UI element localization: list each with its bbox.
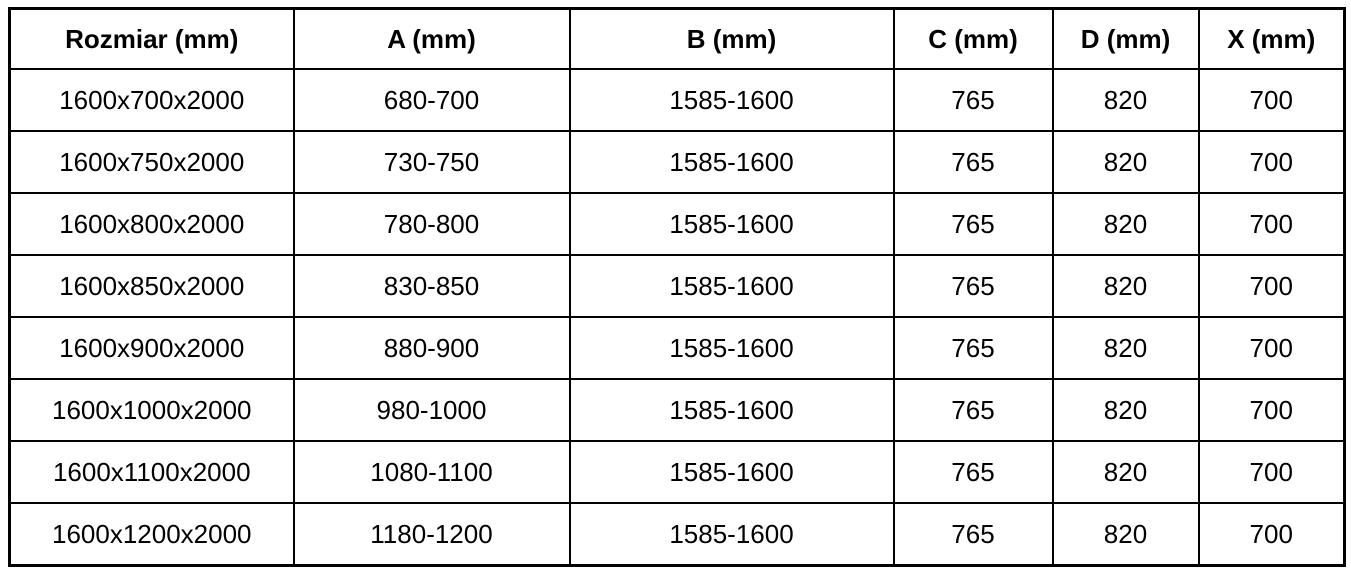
table-cell: 820 bbox=[1051, 316, 1200, 380]
table-row: 1600x1200x2000 1180-1200 1585-1600 765 820 70… bbox=[8, 502, 1346, 567]
table-cell: 765 bbox=[892, 68, 1054, 132]
table-cell: 820 bbox=[1051, 192, 1200, 256]
table-row: 1600x700x2000 680-700 1585-1600 765 820 700 bbox=[8, 68, 1346, 132]
table-cell: 1600x1000x2000 bbox=[8, 378, 295, 442]
table-cell: 765 bbox=[892, 316, 1054, 380]
table-cell: 880-900 bbox=[292, 316, 571, 380]
table-cell: 1585-1600 bbox=[568, 130, 895, 194]
table-cell: 765 bbox=[892, 130, 1054, 194]
table-cell: 700 bbox=[1197, 192, 1346, 256]
table-row: 1600x800x2000 780-800 1585-1600 765 820 700 bbox=[8, 192, 1346, 256]
table-cell: 820 bbox=[1051, 130, 1200, 194]
table-cell: 700 bbox=[1197, 440, 1346, 504]
table-cell: 1180-1200 bbox=[292, 502, 571, 567]
table-cell: 1585-1600 bbox=[568, 502, 895, 567]
table-cell: 700 bbox=[1197, 316, 1346, 380]
table-cell: 1585-1600 bbox=[568, 316, 895, 380]
table-cell: 765 bbox=[892, 254, 1054, 318]
column-header-b: B (mm) bbox=[568, 7, 895, 70]
table-row: 1600x1000x2000 980-1000 1585-1600 765 820 700 bbox=[8, 378, 1346, 442]
table-cell: 1600x750x2000 bbox=[8, 130, 295, 194]
table-cell: 700 bbox=[1197, 130, 1346, 194]
table-cell: 700 bbox=[1197, 254, 1346, 318]
table-cell: 700 bbox=[1197, 378, 1346, 442]
table-cell: 980-1000 bbox=[292, 378, 571, 442]
table-cell: 820 bbox=[1051, 440, 1200, 504]
table-cell: 1600x1100x2000 bbox=[8, 440, 295, 504]
table-cell: 780-800 bbox=[292, 192, 571, 256]
size-table-container: Rozmiar (mm) A (mm) B (mm) C (mm) D (mm)… bbox=[8, 7, 1346, 567]
table-cell: 1600x900x2000 bbox=[8, 316, 295, 380]
table-cell: 820 bbox=[1051, 502, 1200, 567]
table-cell: 830-850 bbox=[292, 254, 571, 318]
table-cell: 1585-1600 bbox=[568, 440, 895, 504]
table-row: 1600x850x2000 830-850 1585-1600 765 820 700 bbox=[8, 254, 1346, 318]
column-header-x: X (mm) bbox=[1197, 7, 1346, 70]
table-cell: 700 bbox=[1197, 502, 1346, 567]
table-cell: 1600x800x2000 bbox=[8, 192, 295, 256]
table-cell: 1600x850x2000 bbox=[8, 254, 295, 318]
table-cell: 1080-1100 bbox=[292, 440, 571, 504]
table-cell: 1600x1200x2000 bbox=[8, 502, 295, 567]
table-cell: 1585-1600 bbox=[568, 68, 895, 132]
table-cell: 730-750 bbox=[292, 130, 571, 194]
table-cell: 1600x700x2000 bbox=[8, 68, 295, 132]
table-cell: 765 bbox=[892, 502, 1054, 567]
table-cell: 680-700 bbox=[292, 68, 571, 132]
column-header-c: C (mm) bbox=[892, 7, 1054, 70]
table-cell: 1585-1600 bbox=[568, 192, 895, 256]
table-row: 1600x750x2000 730-750 1585-1600 765 820 700 bbox=[8, 130, 1346, 194]
table-cell: 1585-1600 bbox=[568, 378, 895, 442]
table-cell: 820 bbox=[1051, 254, 1200, 318]
column-header-d: D (mm) bbox=[1051, 7, 1200, 70]
shower-size-spec-table: Rozmiar (mm) A (mm) B (mm) C (mm) D (mm)… bbox=[8, 7, 1346, 567]
column-header-rozmiar: Rozmiar (mm) bbox=[8, 7, 295, 70]
table-cell: 820 bbox=[1051, 378, 1200, 442]
table-cell: 820 bbox=[1051, 68, 1200, 132]
table-header-row: Rozmiar (mm) A (mm) B (mm) C (mm) D (mm)… bbox=[8, 7, 1346, 70]
table-cell: 765 bbox=[892, 378, 1054, 442]
table-row: 1600x1100x2000 1080-1100 1585-1600 765 820 70… bbox=[8, 440, 1346, 504]
table-cell: 765 bbox=[892, 192, 1054, 256]
table-cell: 1585-1600 bbox=[568, 254, 895, 318]
column-header-a: A (mm) bbox=[292, 7, 571, 70]
table-cell: 700 bbox=[1197, 68, 1346, 132]
table-row: 1600x900x2000 880-900 1585-1600 765 820 700 bbox=[8, 316, 1346, 380]
table-cell: 765 bbox=[892, 440, 1054, 504]
